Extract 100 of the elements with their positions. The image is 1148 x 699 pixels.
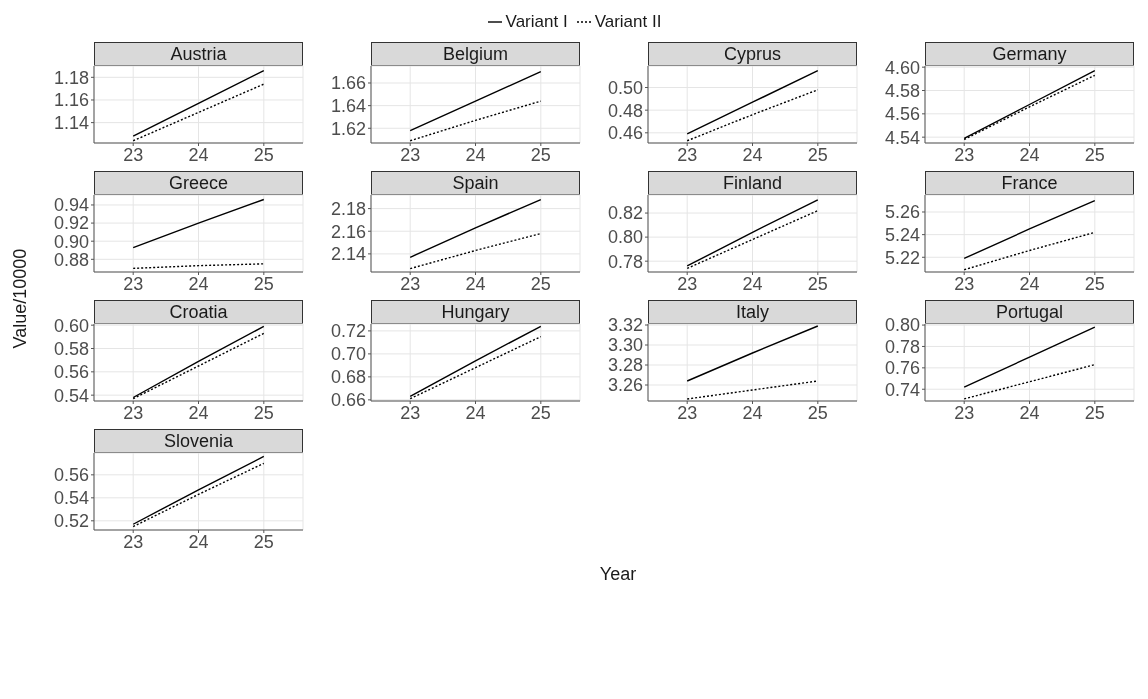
- legend-label: Variant I: [505, 12, 568, 32]
- chart-title: Slovenia: [94, 429, 303, 453]
- y-tick-label: 3.26: [607, 375, 643, 396]
- y-tick-label: 0.48: [607, 100, 643, 121]
- y-tick-label: 0.66: [330, 390, 366, 411]
- x-tick-label: 25: [253, 531, 274, 552]
- x-tick-label: 24: [465, 273, 486, 294]
- y-tick-label: 0.82: [607, 203, 643, 224]
- x-tick-label: 24: [742, 402, 763, 423]
- chart-title: Spain: [371, 171, 580, 195]
- y-tick-label: 0.58: [53, 338, 89, 359]
- y-tick-label: 0.54: [53, 385, 89, 406]
- x-tick-label: 25: [530, 144, 551, 165]
- x-tick-label: 23: [677, 144, 698, 165]
- y-tick-label: 1.64: [330, 96, 366, 117]
- y-tick-label: 1.62: [330, 118, 366, 139]
- y-tick-label: 2.16: [330, 221, 366, 242]
- y-tick-label: 1.66: [330, 73, 366, 94]
- y-tick-label: 4.54: [884, 127, 920, 148]
- x-tick-label: 25: [253, 273, 274, 294]
- y-tick-label: 1.14: [53, 113, 89, 134]
- y-tick-label: 4.60: [884, 57, 920, 78]
- chart-title: Belgium: [371, 42, 580, 66]
- x-tick-label: 24: [465, 402, 486, 423]
- y-tick-label: 0.46: [607, 123, 643, 144]
- x-tick-label: 24: [188, 273, 209, 294]
- y-tick-label: 0.90: [53, 231, 89, 252]
- y-tick-label: 0.78: [607, 251, 643, 272]
- x-tick-label: 24: [1019, 273, 1040, 294]
- y-tick-label: 3.28: [607, 355, 643, 376]
- x-tick-label: 23: [400, 402, 421, 423]
- y-tick-label: 5.24: [884, 225, 920, 246]
- y-tick-label: 0.80: [884, 315, 920, 336]
- x-tick-label: 23: [123, 144, 144, 165]
- y-tick-label: 3.32: [607, 315, 643, 336]
- chart-title: Croatia: [94, 300, 303, 324]
- x-tick-label: 25: [253, 402, 274, 423]
- chart-title: Italy: [648, 300, 857, 324]
- x-tick-label: 24: [188, 531, 209, 552]
- y-tick-label: 5.22: [884, 247, 920, 268]
- x-axis-title: Year: [598, 564, 638, 585]
- x-tick-label: 25: [807, 144, 828, 165]
- x-tick-label: 23: [677, 273, 698, 294]
- y-tick-label: 0.94: [53, 195, 89, 216]
- chart-title: Austria: [94, 42, 303, 66]
- x-tick-label: 24: [742, 273, 763, 294]
- y-tick-label: 5.26: [884, 202, 920, 223]
- y-tick-label: 0.72: [330, 321, 366, 342]
- y-tick-label: 2.14: [330, 244, 366, 265]
- y-tick-label: 0.60: [53, 315, 89, 336]
- x-tick-label: 25: [807, 273, 828, 294]
- legend-label: Variant II: [594, 12, 662, 32]
- y-tick-label: 0.56: [53, 362, 89, 383]
- x-tick-label: 24: [465, 144, 486, 165]
- y-tick-label: 0.70: [330, 344, 366, 365]
- y-tick-label: 1.18: [53, 67, 89, 88]
- y-tick-label: 0.56: [53, 465, 89, 486]
- x-tick-label: 25: [1084, 402, 1105, 423]
- chart-title: Cyprus: [648, 42, 857, 66]
- x-tick-label: 25: [1084, 273, 1105, 294]
- y-tick-label: 0.92: [53, 213, 89, 234]
- x-tick-label: 24: [742, 144, 763, 165]
- x-tick-label: 25: [1084, 144, 1105, 165]
- x-tick-label: 24: [188, 144, 209, 165]
- x-tick-label: 23: [123, 273, 144, 294]
- y-tick-label: 0.52: [53, 511, 89, 532]
- x-tick-label: 24: [1019, 402, 1040, 423]
- y-tick-label: 1.16: [53, 90, 89, 111]
- y-tick-label: 0.74: [884, 379, 920, 400]
- x-tick-label: 23: [400, 273, 421, 294]
- chart-title: Finland: [648, 171, 857, 195]
- y-axis-title: Value/10000: [9, 247, 31, 351]
- y-tick-label: 0.80: [607, 227, 643, 248]
- x-tick-label: 24: [1019, 144, 1040, 165]
- chart-title: Hungary: [371, 300, 580, 324]
- x-tick-label: 23: [677, 402, 698, 423]
- x-tick-label: 23: [954, 402, 975, 423]
- y-tick-label: 2.18: [330, 198, 366, 219]
- x-tick-label: 25: [253, 144, 274, 165]
- x-tick-label: 23: [400, 144, 421, 165]
- x-tick-label: 23: [123, 402, 144, 423]
- x-tick-label: 24: [188, 402, 209, 423]
- y-tick-label: 4.58: [884, 80, 920, 101]
- y-tick-label: 0.76: [884, 358, 920, 379]
- y-tick-label: 0.54: [53, 488, 89, 509]
- y-tick-label: 0.78: [884, 336, 920, 357]
- chart-title: France: [925, 171, 1134, 195]
- x-tick-label: 23: [954, 273, 975, 294]
- chart-title: Germany: [925, 42, 1134, 66]
- x-tick-label: 23: [954, 144, 975, 165]
- chart-title: Greece: [94, 171, 303, 195]
- x-tick-label: 25: [530, 402, 551, 423]
- y-tick-label: 3.30: [607, 335, 643, 356]
- x-tick-label: 23: [123, 531, 144, 552]
- x-tick-label: 25: [807, 402, 828, 423]
- y-tick-label: 0.68: [330, 367, 366, 388]
- y-tick-label: 0.88: [53, 249, 89, 270]
- y-tick-label: 4.56: [884, 104, 920, 125]
- x-tick-label: 25: [530, 273, 551, 294]
- y-tick-label: 0.50: [607, 77, 643, 98]
